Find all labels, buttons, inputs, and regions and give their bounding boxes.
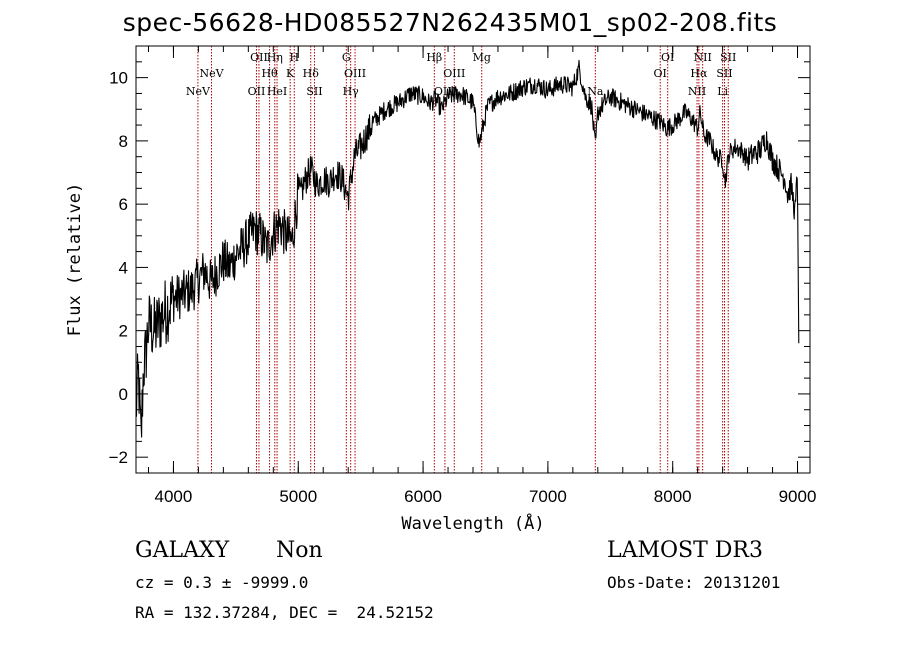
x-tick-label: 9000 — [779, 487, 817, 506]
spectrum-line — [135, 59, 800, 438]
line-label: NII — [688, 85, 706, 98]
line-label: K — [286, 67, 295, 80]
line-label: Na — [587, 85, 604, 98]
x-tick-label: 4000 — [155, 487, 193, 506]
line-label: OI — [654, 67, 667, 80]
line-label: Hγ — [343, 85, 360, 98]
line-label: H — [289, 51, 299, 64]
line-label: NeV — [186, 85, 211, 98]
line-label: OIII — [443, 67, 465, 80]
plot-frame — [135, 45, 811, 474]
line-label: Hδ — [303, 67, 320, 80]
y-tick-label: 6 — [119, 195, 128, 214]
line-label: Hη — [267, 51, 283, 64]
y-axis-label: Flux (relative) — [65, 183, 85, 337]
y-axis: −2 0 2 4 6 8 10 — [109, 45, 810, 474]
cz-text: cz = 0.3 ± -9999.0 — [135, 573, 309, 592]
line-label: Hθ — [261, 67, 278, 80]
class-label: GALAXY — [135, 538, 230, 563]
line-label: Hβ — [426, 51, 442, 64]
line-label: OI — [661, 51, 674, 64]
line-label: Hα — [690, 67, 708, 80]
x-tick-label: 7000 — [529, 487, 567, 506]
obs-date: Obs-Date: 20131201 — [607, 573, 781, 592]
survey-label: LAMOST DR3 — [607, 538, 763, 563]
x-axis-label: Wavelength (Å) — [401, 512, 544, 534]
y-tick-label: 10 — [109, 69, 128, 88]
y-tick-label: −2 — [109, 448, 128, 467]
line-label: Li — [717, 85, 728, 98]
x-tick-label: 8000 — [654, 487, 692, 506]
line-label: HeI — [267, 85, 287, 98]
x-tick-label: 5000 — [279, 487, 317, 506]
y-tick-label: 0 — [119, 385, 128, 404]
y-tick-label: 4 — [119, 258, 128, 277]
line-label: SII — [720, 51, 736, 64]
line-label: OII — [250, 51, 268, 64]
chart-title: spec-56628-HD085527N262435M01_sp02-208.f… — [122, 8, 778, 37]
y-tick-label: 2 — [119, 322, 128, 341]
line-label: NII — [693, 51, 711, 64]
line-label: NeV — [199, 67, 224, 80]
x-tick-label: 6000 — [404, 487, 442, 506]
x-axis: 4000 5000 6000 7000 8000 9000 — [147, 46, 817, 506]
line-label: OII — [248, 85, 266, 98]
line-label: OIII — [344, 67, 366, 80]
line-label: SII — [716, 67, 732, 80]
line-label: SII — [306, 85, 322, 98]
ra-dec-text: RA = 132.37284, DEC = 24.52152 — [135, 603, 434, 622]
emission-line-labels: NeVNeVOIIOIIHθHηHeIKHHδSIIGHγOIIIHβOIIIO… — [186, 51, 737, 98]
subclass-label: Non — [276, 538, 323, 563]
y-tick-label: 8 — [119, 132, 128, 151]
line-label: G — [342, 51, 351, 64]
line-label: Mg — [473, 51, 491, 64]
